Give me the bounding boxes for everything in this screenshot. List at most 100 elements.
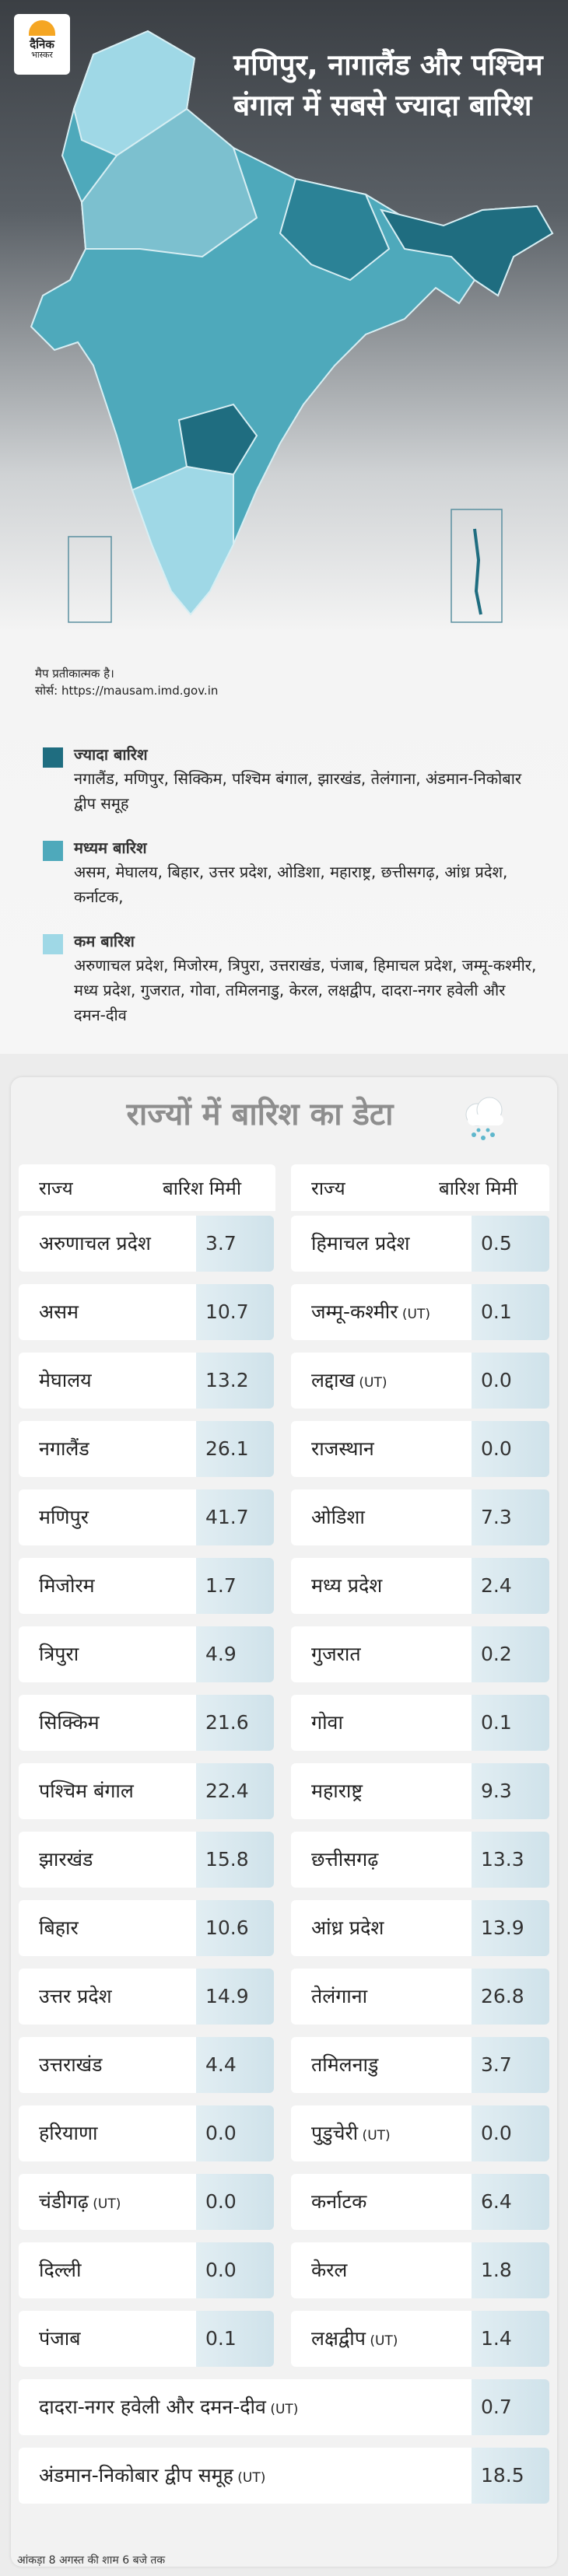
lakshadweep-inset (68, 536, 112, 623)
rainfall-value: 15.8 (196, 1832, 274, 1888)
legend: ज्यादा बारिश नगालैंड, मणिपुर, सिक्किम, प… (43, 743, 541, 1048)
table-row: उत्तर प्रदेश 14.9 (19, 1969, 274, 2025)
state-name: ओडिशा (291, 1489, 472, 1545)
state-name: उत्तराखंड (19, 2037, 196, 2093)
rainfall-value: 0.0 (472, 2105, 549, 2161)
table-row: छत्तीसगढ़ 13.3 (291, 1832, 549, 1888)
table-row: राजस्थान 0.0 (291, 1421, 549, 1477)
rainfall-value: 0.1 (196, 2311, 274, 2367)
state-name: दादरा-नगर हवेली और दमन-दीव (UT) (19, 2379, 472, 2435)
table-row: गुजरात 0.2 (291, 1626, 549, 1682)
rainfall-value: 14.9 (196, 1969, 274, 2025)
table-row: पश्चिम बंगाल 22.4 (19, 1763, 274, 1819)
rainfall-value: 7.3 (472, 1489, 549, 1545)
table-row: पंजाब 0.1 (19, 2311, 274, 2367)
table-row: अरुणाचल प्रदेश 3.7 (19, 1216, 274, 1272)
map-note: मैप प्रतीकात्मक है। सोर्स: https://mausa… (35, 667, 219, 698)
state-name: मेघालय (19, 1353, 196, 1409)
rainfall-value: 26.1 (196, 1421, 274, 1477)
state-name: नगालैंड (19, 1421, 196, 1477)
hero-section: दैनिक भास्कर मणिपुर, नागालैंड और पश्चिम … (0, 0, 568, 1054)
map-region-east (279, 177, 391, 282)
table-row: तेलंगाना 26.8 (291, 1969, 549, 2025)
rainfall-value: 0.2 (472, 1626, 549, 1682)
map-region-northeast (379, 205, 554, 297)
table-row: झारखंड 15.8 (19, 1832, 274, 1888)
state-name: तमिलनाडु (291, 2037, 472, 2093)
map-region-south (131, 465, 234, 616)
map-region-central (80, 107, 258, 258)
table-title: राज्यों में बारिश का डेटा (126, 1097, 394, 1132)
rainfall-table-panel: राज्यों में बारिश का डेटा राज्य बारिश मि… (11, 1077, 557, 2567)
rainfall-value: 22.4 (196, 1763, 274, 1819)
table-row: चंडीगढ़ (UT) 0.0 (19, 2174, 274, 2230)
rainfall-value: 0.0 (472, 1421, 549, 1477)
table-header-left: राज्य बारिश मिमी (19, 1164, 275, 1211)
table-row: हरियाणा 0.0 (19, 2105, 274, 2161)
table-row: ओडिशा 7.3 (291, 1489, 549, 1545)
table-header-right: राज्य बारिश मिमी (291, 1164, 549, 1211)
table-row: बिहार 10.6 (19, 1900, 274, 1956)
andaman-inset (451, 509, 503, 623)
state-name: राजस्थान (291, 1421, 472, 1477)
table-row: नगालैंड 26.1 (19, 1421, 274, 1477)
rainfall-value: 0.0 (196, 2105, 274, 2161)
state-name: हरियाणा (19, 2105, 196, 2161)
state-name: केरल (291, 2242, 472, 2298)
rainfall-value: 0.1 (472, 1284, 549, 1340)
table-row: असम 10.7 (19, 1284, 274, 1340)
state-name: जम्मू-कश्मीर (UT) (291, 1284, 472, 1340)
rainfall-value: 10.6 (196, 1900, 274, 1956)
rainfall-value: 18.5 (472, 2448, 549, 2504)
state-name: महाराष्ट्र (291, 1763, 472, 1819)
rainfall-value: 6.4 (472, 2174, 549, 2230)
rainfall-value: 13.3 (472, 1832, 549, 1888)
state-name: हिमाचल प्रदेश (291, 1216, 472, 1272)
table-row: केरल 1.8 (291, 2242, 549, 2298)
state-name: तेलंगाना (291, 1969, 472, 2025)
table-row: मेघालय 13.2 (19, 1353, 274, 1409)
table-row: आंध्र प्रदेश 13.9 (291, 1900, 549, 1956)
rainfall-value: 13.9 (472, 1900, 549, 1956)
table-row: दादरा-नगर हवेली और दमन-दीव (UT) 0.7 (19, 2379, 549, 2435)
table-row: अंडमान-निकोबार द्वीप समूह (UT) 18.5 (19, 2448, 549, 2504)
sun-icon (29, 20, 55, 36)
rainfall-value: 0.1 (472, 1695, 549, 1751)
state-name: लक्षद्वीप (UT) (291, 2311, 472, 2367)
footnote: आंकड़ा 8 अगस्त की शाम 6 बजे तक (17, 2554, 166, 2567)
state-name: असम (19, 1284, 196, 1340)
rainfall-value: 0.0 (196, 2174, 274, 2230)
table-row: मणिपुर 41.7 (19, 1489, 274, 1545)
state-name: अरुणाचल प्रदेश (19, 1216, 196, 1272)
state-name: अंडमान-निकोबार द्वीप समूह (UT) (19, 2448, 472, 2504)
state-name: छत्तीसगढ़ (291, 1832, 472, 1888)
state-name: दिल्ली (19, 2242, 196, 2298)
state-name: उत्तर प्रदेश (19, 1969, 196, 2025)
rainfall-value: 0.0 (472, 1353, 549, 1409)
table-row: सिक्किम 21.6 (19, 1695, 274, 1751)
rainfall-value: 3.7 (196, 1216, 274, 1272)
headline: मणिपुर, नागालैंड और पश्चिम बंगाल में सबस… (233, 48, 543, 122)
rainfall-value: 10.7 (196, 1284, 274, 1340)
state-name: मिजोरम (19, 1558, 196, 1614)
state-name: पश्चिम बंगाल (19, 1763, 196, 1819)
table-row: मध्य प्रदेश 2.4 (291, 1558, 549, 1614)
table-row: उत्तराखंड 4.4 (19, 2037, 274, 2093)
state-name: गोवा (291, 1695, 472, 1751)
rainfall-value: 1.7 (196, 1558, 274, 1614)
state-name: आंध्र प्रदेश (291, 1900, 472, 1956)
legend-medium: मध्यम बारिश असम, मेघालय, बिहार, उत्तर प्… (43, 836, 541, 909)
rainfall-value: 2.4 (472, 1558, 549, 1614)
state-name: त्रिपुरा (19, 1626, 196, 1682)
rainfall-value: 4.9 (196, 1626, 274, 1682)
table-row: तमिलनाडु 3.7 (291, 2037, 549, 2093)
state-name: मणिपुर (19, 1489, 196, 1545)
legend-swatch (43, 841, 63, 861)
table-row: दिल्ली 0.0 (19, 2242, 274, 2298)
state-name: पंजाब (19, 2311, 196, 2367)
india-rainfall-map (0, 0, 568, 669)
rainfall-value: 21.6 (196, 1695, 274, 1751)
table-row: कर्नाटक 6.4 (291, 2174, 549, 2230)
legend-low: कम बारिश अरुणाचल प्रदेश, मिजोरम, त्रिपुर… (43, 929, 541, 1027)
state-name: झारखंड (19, 1832, 196, 1888)
